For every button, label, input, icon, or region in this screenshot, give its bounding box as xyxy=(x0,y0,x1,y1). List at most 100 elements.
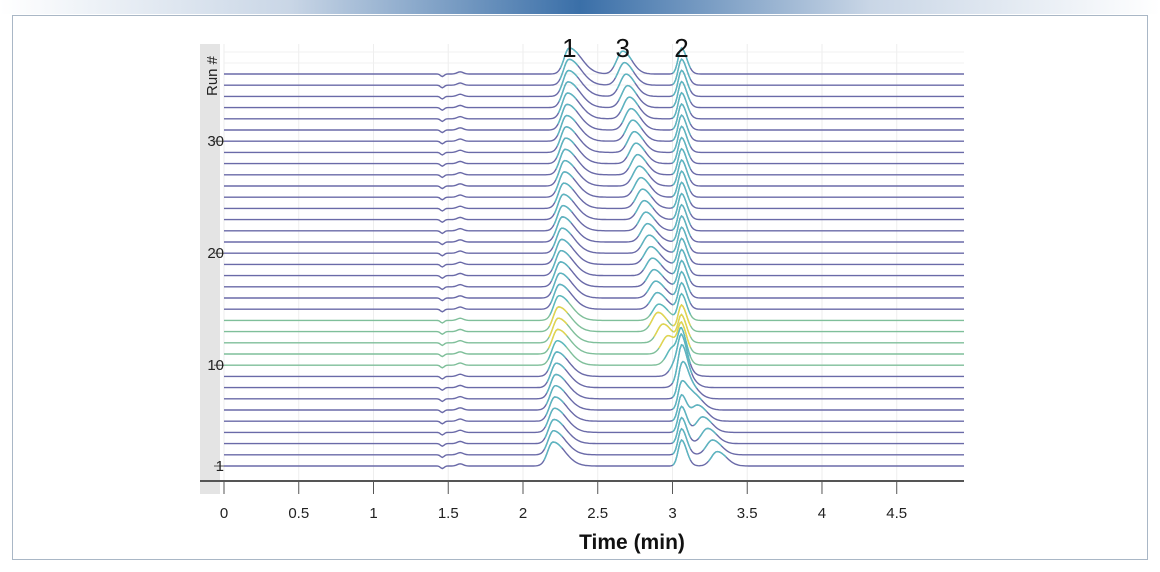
peak-highlight xyxy=(552,226,692,253)
series-trace-run xyxy=(224,102,964,134)
x-tick-label: 4 xyxy=(818,505,826,522)
peak-highlight xyxy=(545,393,708,422)
series-trace-run xyxy=(224,58,964,89)
series-trace-run xyxy=(224,303,964,335)
peak-highlight xyxy=(548,313,692,338)
peak-highlight xyxy=(544,416,717,444)
series-trace-run xyxy=(224,405,964,436)
peak-label: 2 xyxy=(674,33,688,63)
series-trace-run xyxy=(224,416,964,447)
peak-highlight xyxy=(549,281,692,306)
peak-labels: 1 3 2 xyxy=(562,33,689,63)
series-trace-run xyxy=(224,270,964,302)
series-trace-run xyxy=(224,192,964,223)
y-tick-label: 30 xyxy=(207,133,224,150)
peak-highlight xyxy=(557,102,692,130)
series-trace-run xyxy=(224,125,964,156)
series-trace-run xyxy=(224,158,964,190)
series-trace-run xyxy=(224,379,964,414)
series-trace-run xyxy=(224,313,964,347)
peak-highlight xyxy=(550,259,692,285)
peak-highlight xyxy=(556,125,692,153)
peak-label: 3 xyxy=(615,33,629,63)
series-trace-run xyxy=(224,237,964,268)
x-tick-label: 2.5 xyxy=(587,505,608,522)
trace-group xyxy=(224,46,964,470)
peak-highlight xyxy=(548,303,692,327)
y-tick-label: 20 xyxy=(207,245,224,262)
series-trace-run xyxy=(224,360,964,403)
y-ticks: 1 10 20 30 xyxy=(207,133,224,475)
series-trace-run xyxy=(224,203,964,235)
peak-highlight xyxy=(550,270,692,296)
peak-highlight xyxy=(545,379,703,410)
y-axis-title: Run # xyxy=(204,55,221,96)
series-trace-run xyxy=(224,259,964,291)
peak-highlight xyxy=(543,427,722,455)
series-trace-run xyxy=(224,46,964,78)
x-tick-label: 2 xyxy=(519,505,527,522)
peak-highlight xyxy=(546,343,693,384)
peak-highlight xyxy=(554,170,692,198)
series-trace-run xyxy=(224,427,964,459)
peak-highlight xyxy=(559,58,692,86)
series-trace-run xyxy=(224,69,964,100)
peak-highlight xyxy=(557,91,692,119)
peak-highlight xyxy=(543,438,727,466)
series-trace-run xyxy=(224,326,964,369)
x-ticks: 0 0.5 1 1.5 2 2.5 3 3.5 4 4.5 xyxy=(220,481,907,522)
series-trace-run xyxy=(224,214,964,246)
peak-highlight xyxy=(551,237,692,264)
series-trace-run xyxy=(224,226,964,257)
peak-highlight xyxy=(554,181,692,209)
peak-highlight xyxy=(547,320,692,349)
x-tick-label: 1.5 xyxy=(438,505,459,522)
x-tick-label: 4.5 xyxy=(886,505,907,522)
series-trace-run xyxy=(224,393,964,425)
series-trace-run xyxy=(224,320,964,358)
y-tick-label: 1 xyxy=(216,458,224,475)
peak-highlight xyxy=(546,360,698,398)
peak-highlight xyxy=(547,333,692,372)
peak-highlight xyxy=(559,46,692,74)
series-trace-run xyxy=(224,292,964,324)
peak-highlight xyxy=(558,80,692,108)
x-tick-label: 0 xyxy=(220,505,228,522)
y-tick-label: 10 xyxy=(207,357,224,374)
peak-highlight xyxy=(556,114,692,142)
axis-corner xyxy=(200,480,220,494)
y-axis-band xyxy=(200,44,220,494)
series-trace-run xyxy=(224,181,964,212)
series-trace-run xyxy=(224,170,964,201)
peak-highlight xyxy=(558,69,692,97)
peak-label: 1 xyxy=(562,33,576,63)
grid xyxy=(223,44,964,480)
series-trace-run xyxy=(224,114,964,145)
peak-highlight xyxy=(544,405,712,433)
series-trace-run xyxy=(224,80,964,111)
series-trace-run xyxy=(224,147,964,179)
x-tick-label: 3.5 xyxy=(737,505,758,522)
peak-highlight xyxy=(552,214,692,242)
series-trace-run xyxy=(224,343,964,391)
series-trace-run xyxy=(224,333,964,380)
peak-highlight xyxy=(553,203,692,231)
peak-highlight xyxy=(549,292,692,316)
peak-highlight xyxy=(555,147,692,175)
series-trace-run xyxy=(224,281,964,313)
peak-highlight xyxy=(547,326,692,360)
peak-highlight xyxy=(555,158,692,186)
x-tick-label: 0.5 xyxy=(288,505,309,522)
series-trace-run xyxy=(224,136,964,167)
peak-highlight xyxy=(555,136,692,164)
header-gradient-bar xyxy=(0,0,1160,14)
series-trace-run xyxy=(224,248,964,279)
peak-highlight xyxy=(553,192,692,220)
x-axis-title: Time (min) xyxy=(579,531,685,554)
x-tick-label: 3 xyxy=(668,505,676,522)
x-tick-label: 1 xyxy=(369,505,377,522)
peak-highlight xyxy=(551,248,692,275)
series-trace-run xyxy=(224,438,964,470)
series-trace-run xyxy=(224,91,964,123)
